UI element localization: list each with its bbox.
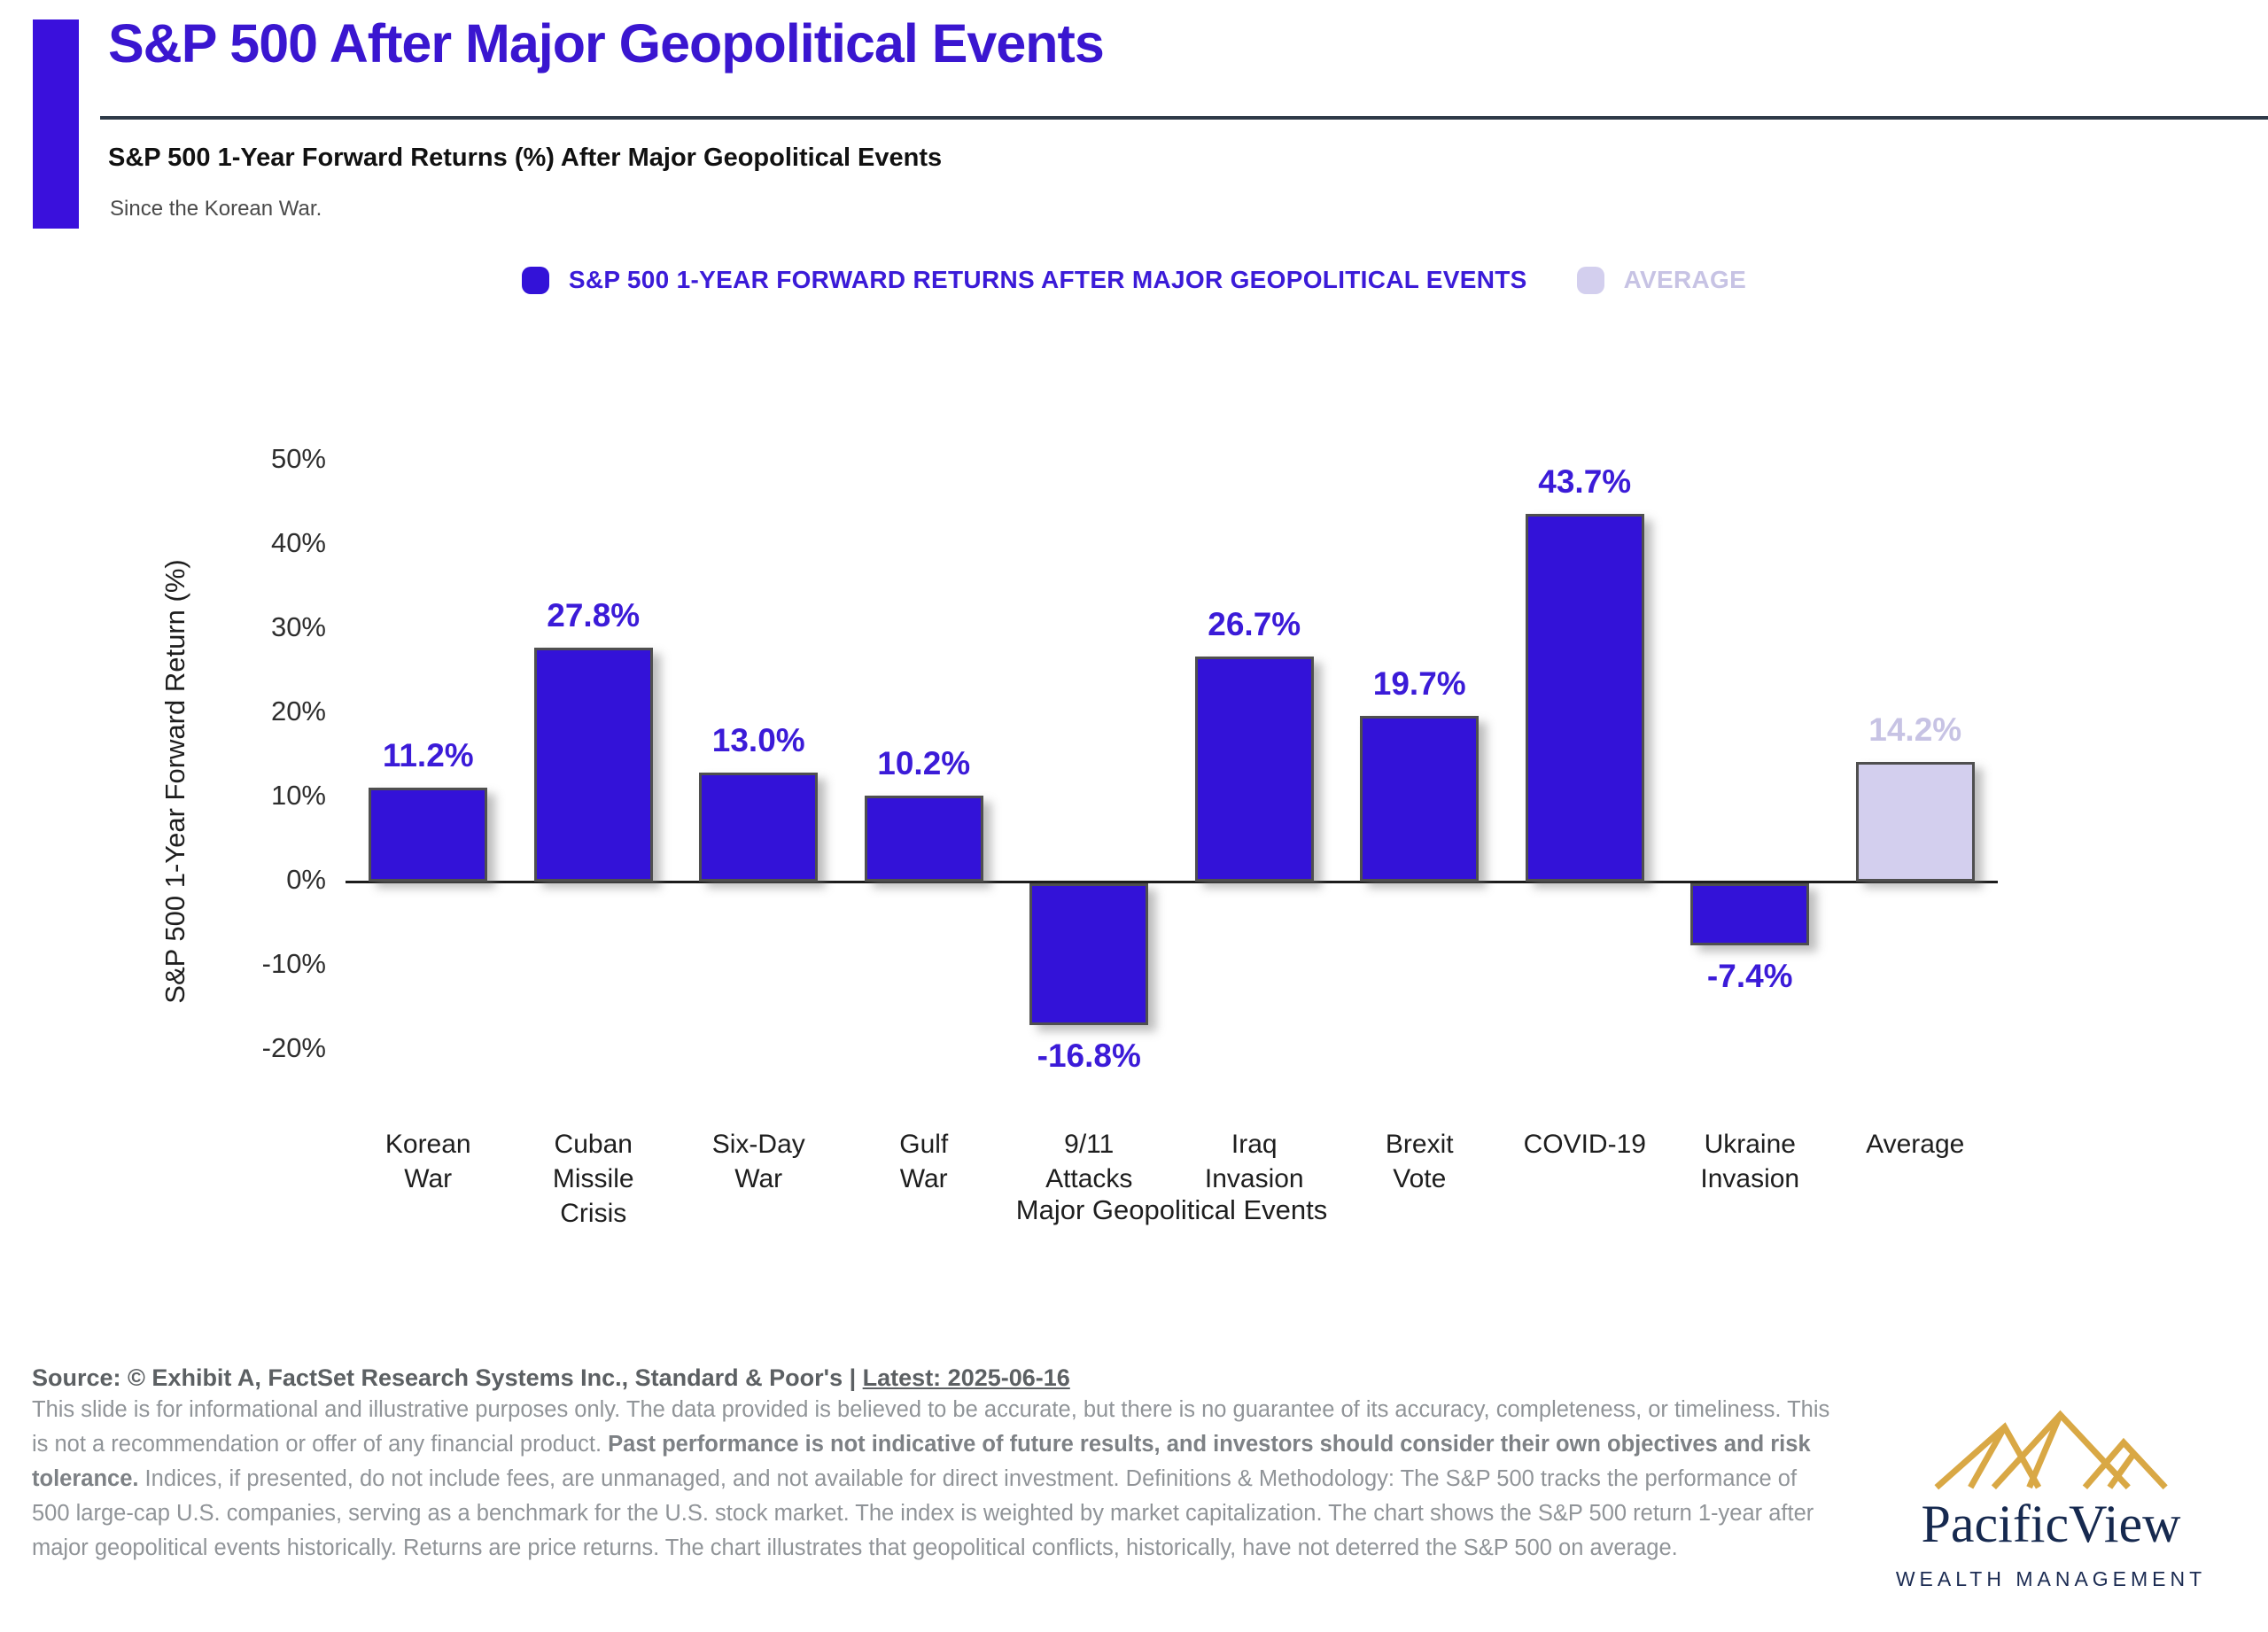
bar [1194,657,1314,882]
title-divider [100,116,2268,120]
logo-tagline: WEALTH MANAGEMENT [1895,1567,2207,1590]
x-axis-line [346,881,1998,883]
legend-swatch-icon [1576,266,1604,294]
y-axis-tick: 10% [270,780,326,811]
y-axis-tick: 40% [270,527,326,558]
bar-value-label: 27.8% [547,596,641,633]
bar-value-label: 10.2% [877,745,971,782]
y-axis-tick: 30% [270,611,326,642]
y-axis-tick: -20% [261,1032,326,1063]
x-axis-category-label: Iraq Invasion [1204,1130,1304,1193]
disclaimer-bold-text: Past performance is not indicative of fu… [32,1432,1811,1491]
x-axis-category-label: Six-Day War [711,1130,805,1193]
bar [1690,883,1810,946]
bar [1855,762,1975,882]
page-title: S&P 500 After Major Geopolitical Events [108,13,1105,74]
y-axis-tick: -10% [261,948,326,979]
bar [699,772,819,882]
bar-value-label: -16.8% [1037,1037,1141,1074]
legend-label: AVERAGE [1623,266,1747,293]
bar-value-label: 43.7% [1538,462,1632,500]
disclaimer-text-2: Indices, if presented, do not include fe… [32,1466,1814,1560]
x-axis-category-label: Korean War [384,1130,471,1193]
accent-bar [33,19,79,229]
x-axis-category-label: Cuban Missile Crisis [552,1130,634,1228]
source-line: Source: © Exhibit A, FactSet Research Sy… [32,1364,1070,1392]
legend-swatch-icon [521,266,549,294]
bar [864,796,983,882]
source-text: Source: © Exhibit A, FactSet Research Sy… [32,1364,863,1391]
x-axis-category-label: 9/11 Attacks [1045,1130,1133,1193]
x-axis-category-label: Ukraine Invasion [1700,1130,1800,1193]
mountain-icon [1934,1410,2168,1490]
legend-item-1: AVERAGE [1576,266,1747,294]
bar-value-label: -7.4% [1706,958,1793,995]
bar [1029,883,1149,1025]
y-axis-title: S&P 500 1-Year Forward Return (%) [159,559,190,1004]
bar-value-label: 14.2% [1868,711,1962,749]
chart-legend: S&P 500 1-YEAR FORWARD RETURNS AFTER MAJ… [0,266,2268,294]
bar-value-label: 13.0% [711,721,805,758]
bar-value-label: 11.2% [382,736,474,773]
bar-value-label: 26.7% [1208,606,1301,643]
bar [369,787,488,882]
x-axis-category-label: Average [1866,1130,1965,1159]
source-latest-date: Latest: 2025-06-16 [862,1364,1070,1391]
chart-subnote: Since the Korean War. [110,197,322,221]
y-axis-tick: 20% [270,696,326,727]
pacificview-logo: PacificView WEALTH MANAGEMENT [1856,1407,2246,1591]
x-axis-category-label: Gulf War [899,1130,949,1193]
bar [1525,513,1644,882]
legend-label: S&P 500 1-YEAR FORWARD RETURNS AFTER MAJ… [568,266,1527,293]
bar [533,647,653,882]
x-axis-category-label: COVID-19 [1523,1130,1646,1159]
x-axis-title: Major Geopolitical Events [1015,1194,1328,1225]
logo-wordmark: PacificView [1921,1495,2181,1553]
bar [1360,715,1480,882]
bar-value-label: 19.7% [1372,664,1466,702]
y-axis-tick: 50% [270,443,326,474]
disclaimer-text-1: This slide is for informational and illu… [32,1397,1830,1457]
chart-subtitle: S&P 500 1-Year Forward Returns (%) After… [108,144,943,172]
legend-item-0: S&P 500 1-YEAR FORWARD RETURNS AFTER MAJ… [521,266,1527,294]
x-axis-category-label: Brexit Vote [1385,1130,1454,1193]
disclaimer: This slide is for informational and illu… [32,1393,1835,1566]
y-axis-tick: 0% [286,864,326,895]
